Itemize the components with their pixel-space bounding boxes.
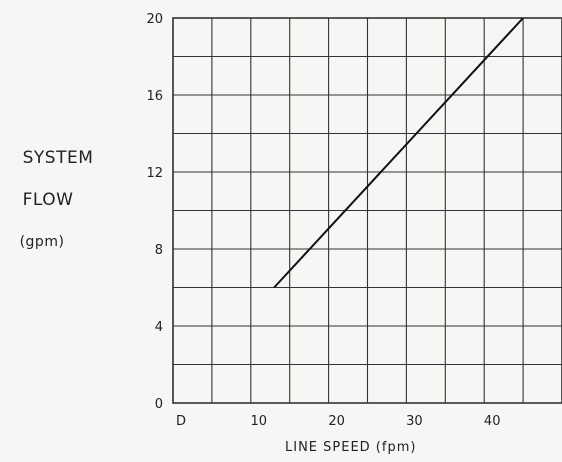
- x-tick-label: 10: [251, 414, 268, 429]
- y-tick-label: 20: [146, 12, 163, 27]
- y-tick-label: 8: [155, 243, 163, 258]
- x-axis-ticks: D1020304050: [176, 414, 562, 429]
- y-axis-label-line-1: SYSTEM: [22, 148, 94, 168]
- x-tick-label: D: [176, 414, 186, 429]
- x-axis-label: LINE SPEED (fpm): [285, 440, 417, 455]
- x-tick-label: 30: [406, 414, 423, 429]
- y-tick-label: 0: [155, 397, 163, 412]
- x-tick-label: 20: [328, 414, 345, 429]
- y-tick-label: 4: [155, 320, 163, 335]
- y-axis-ticks: 0 4 8 12 16 20: [146, 12, 163, 412]
- y-tick-label: 12: [146, 166, 163, 181]
- plot-border: [172, 17, 562, 404]
- series-line: [273, 17, 524, 289]
- y-tick-label: 16: [146, 89, 163, 104]
- y-axis-label-unit: (gpm): [19, 234, 65, 250]
- x-tick-label: 40: [484, 414, 501, 429]
- grid: [172, 17, 562, 404]
- series: [273, 17, 524, 289]
- y-axis-label-line-2: FLOW: [22, 190, 74, 210]
